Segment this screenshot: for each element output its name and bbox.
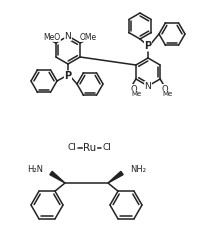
Text: O: O <box>130 85 136 94</box>
Text: OMe: OMe <box>79 32 96 42</box>
Text: P: P <box>144 41 151 51</box>
Text: P: P <box>64 71 71 81</box>
Polygon shape <box>108 171 123 183</box>
Text: Cl: Cl <box>67 144 76 153</box>
Text: NH₂: NH₂ <box>129 165 145 175</box>
Text: Me: Me <box>161 91 171 97</box>
Text: Cl: Cl <box>102 144 111 153</box>
Polygon shape <box>50 171 65 183</box>
Text: H₂N: H₂N <box>27 165 43 175</box>
Text: O: O <box>161 85 168 94</box>
Text: N: N <box>144 82 151 90</box>
Text: Ru: Ru <box>83 143 96 153</box>
Text: Me: Me <box>131 91 141 97</box>
Text: N: N <box>64 31 71 40</box>
Text: MeO: MeO <box>43 32 60 42</box>
